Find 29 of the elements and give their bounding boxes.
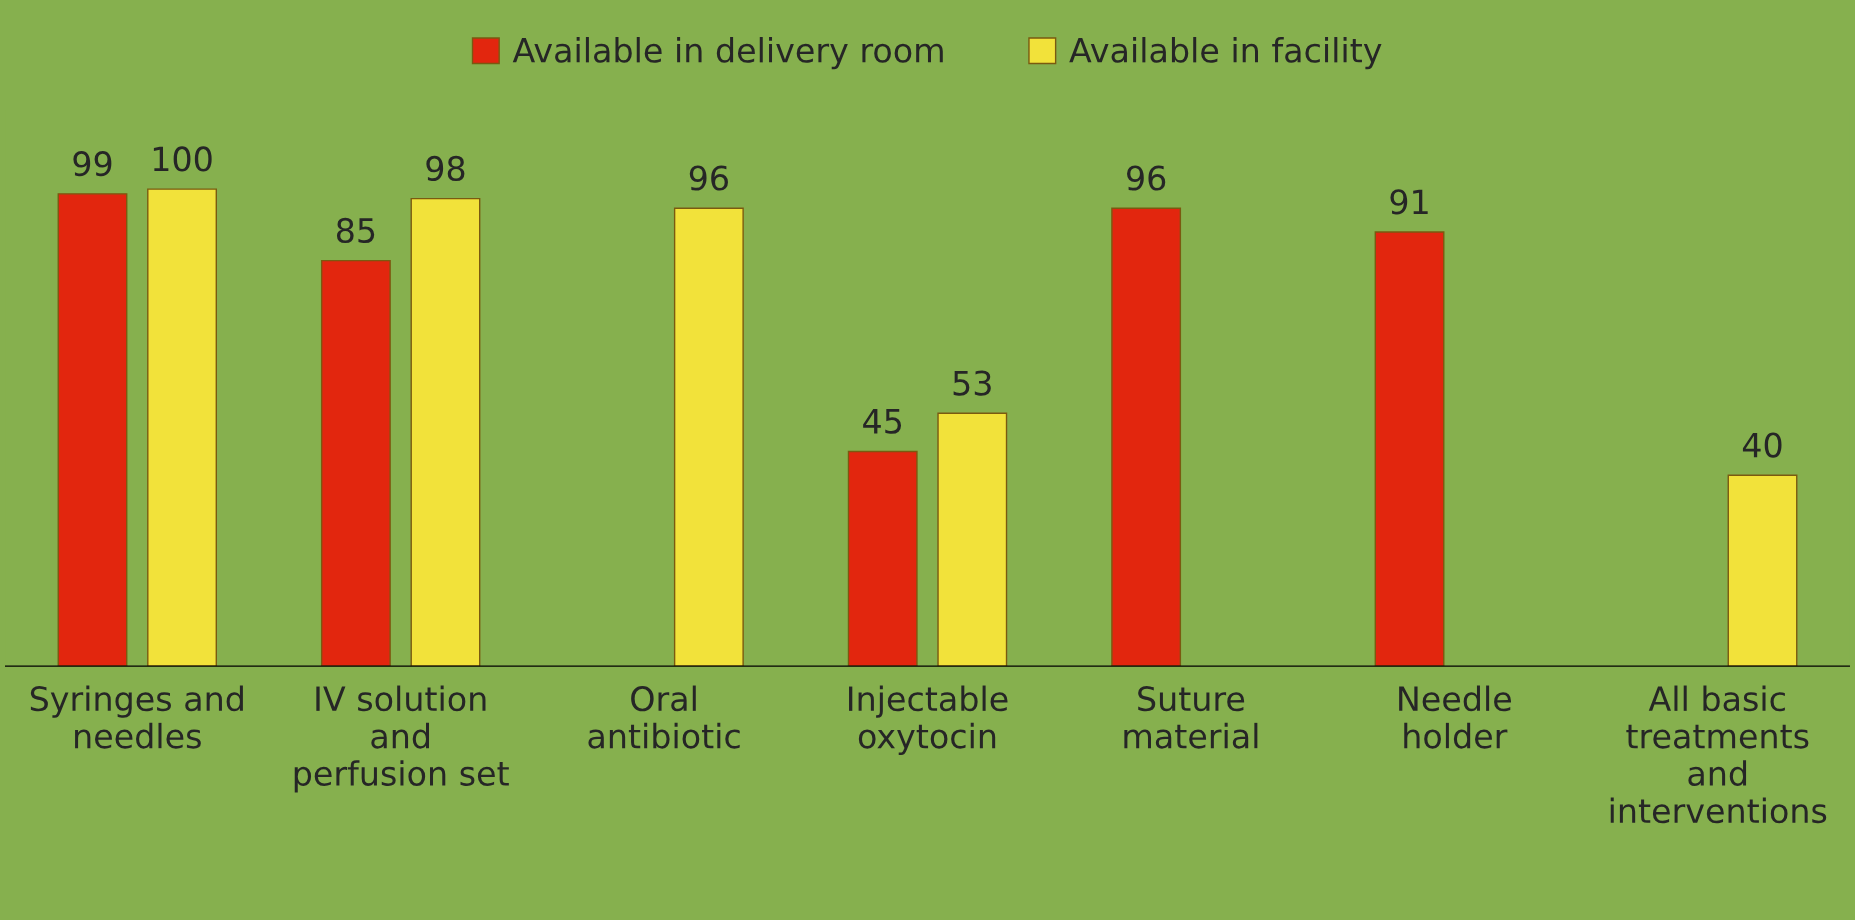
legend-label: Available in delivery room [512,37,943,70]
data-label: 40 [1742,432,1782,458]
bar [1727,474,1798,667]
data-label: 96 [689,165,728,191]
data-label: 96 [1127,165,1166,191]
data-label: 85 [336,217,375,244]
x-tick-label: Syringes and needles [30,685,243,749]
bar [937,412,1008,667]
x-tick-label: Oral antibiotic [588,685,740,749]
data-label: 100 [153,146,212,172]
x-tick-label: All basic treatments and interventions [1610,685,1827,824]
bar [847,450,918,667]
x-tick-label: Suture material [1124,686,1258,749]
bar [1374,231,1445,667]
bar [410,197,481,667]
bar [57,193,128,667]
data-label: 45 [863,409,902,434]
legend-label: Available in facility [1069,37,1382,70]
bar [147,188,217,667]
data-label: 98 [426,155,465,182]
data-label: 53 [953,370,991,396]
bar [1111,207,1182,667]
x-tick-label: Injectable oxytocin [849,685,1008,756]
data-label: 91 [1390,189,1428,215]
data-label: 99 [73,151,112,177]
x-tick-label: IV solution and perfusion set [294,685,509,793]
bar [320,259,391,667]
x-tick-label: Needle holder [1399,685,1511,749]
bar [673,207,744,667]
